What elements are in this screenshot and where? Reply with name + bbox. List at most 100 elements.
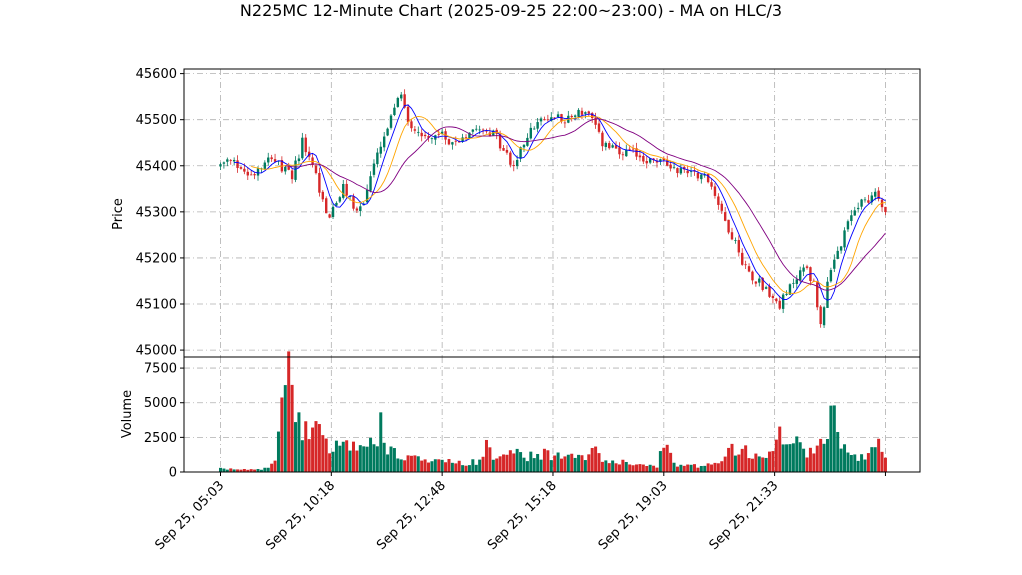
- volume-bar: [635, 464, 639, 472]
- volume-bar: [832, 405, 836, 472]
- candle-body: [604, 142, 608, 147]
- volume-bar: [495, 458, 499, 472]
- volume-bar: [580, 455, 584, 472]
- candle-body: [505, 149, 509, 153]
- candle-body: [601, 132, 604, 147]
- volume-bar: [294, 422, 298, 472]
- volume-bar: [675, 466, 679, 472]
- volume-bar: [297, 412, 301, 472]
- volume-bar: [880, 451, 884, 472]
- volume-axis-label: Volume: [120, 390, 135, 438]
- volume-bar: [822, 443, 826, 472]
- volume-bar: [720, 461, 724, 472]
- volume-bar: [587, 454, 591, 472]
- volume-bar: [849, 454, 853, 472]
- ma-fast-line: [234, 104, 886, 301]
- volume-bar: [594, 446, 598, 472]
- volume-bar: [812, 453, 816, 472]
- candle-body: [478, 129, 481, 131]
- volume-bar: [808, 447, 812, 472]
- volume-bar: [829, 405, 833, 472]
- candle-body: [229, 160, 232, 161]
- volume-bar: [549, 460, 553, 472]
- candle-body: [529, 127, 533, 139]
- candle-body: [386, 128, 389, 136]
- volume-bar: [682, 465, 686, 472]
- volume-bar: [583, 460, 587, 472]
- candle-body: [768, 286, 771, 297]
- ma-mid-line: [251, 115, 886, 294]
- candle-body: [249, 174, 253, 176]
- candle-body: [481, 129, 485, 131]
- volume-bar: [416, 456, 420, 472]
- volume-bar: [563, 456, 567, 472]
- x-tick-label: Sep 25, 21:33: [707, 478, 782, 553]
- volume-bar: [382, 442, 386, 472]
- candle-body: [625, 149, 628, 157]
- volume-bar: [474, 464, 478, 472]
- volume-bar: [536, 453, 540, 472]
- candle-body: [799, 270, 802, 281]
- volume-bar: [396, 458, 400, 472]
- candle-body: [679, 168, 683, 174]
- candle-body: [618, 147, 621, 155]
- candle-body: [410, 121, 413, 129]
- volume-bar: [314, 421, 318, 472]
- candle-body: [338, 197, 342, 202]
- candle-body: [683, 166, 686, 170]
- volume-bar: [317, 424, 321, 472]
- ma-slow-line: [285, 118, 886, 291]
- candle-body: [594, 117, 597, 125]
- candle-body: [631, 148, 635, 150]
- candle-body: [376, 152, 379, 165]
- volume-bar: [542, 448, 546, 472]
- candle-body: [396, 97, 400, 107]
- candle-body: [413, 129, 417, 131]
- candle-body: [816, 282, 819, 308]
- volume-bar: [740, 448, 744, 472]
- volume-bar: [311, 427, 315, 472]
- candle-body: [747, 266, 751, 272]
- volume-bar: [607, 463, 611, 472]
- volume-bar: [713, 462, 717, 472]
- candle-body: [597, 123, 601, 132]
- candle-body: [437, 133, 440, 135]
- volume-tick-label: 2500: [144, 431, 177, 446]
- candle-body: [635, 148, 638, 157]
- candle-body: [577, 109, 580, 117]
- volume-bar: [788, 444, 792, 472]
- volume-panel-frame: [183, 356, 921, 473]
- volume-bar: [440, 459, 444, 472]
- volume-bar: [450, 462, 454, 472]
- candle-body: [836, 250, 839, 259]
- candle-body: [325, 198, 328, 214]
- candle-body: [536, 122, 539, 129]
- volume-bar: [423, 459, 427, 472]
- candle-body: [321, 191, 324, 200]
- volume-bar: [413, 455, 417, 472]
- volume-bar: [655, 467, 659, 472]
- candle-body: [226, 159, 229, 162]
- volume-bar: [805, 457, 809, 472]
- candle-body: [580, 110, 584, 115]
- volume-bar: [219, 467, 222, 472]
- candle-body: [846, 221, 850, 230]
- volume-bar: [764, 457, 768, 472]
- candle-body: [822, 307, 826, 326]
- candle-body: [379, 146, 382, 154]
- candle-body: [754, 281, 758, 284]
- candle-body: [382, 136, 386, 148]
- volume-bar: [825, 439, 829, 472]
- volume-bar: [696, 467, 700, 472]
- candle-body: [498, 134, 502, 149]
- volume-bar: [662, 447, 666, 472]
- volume-bar: [375, 446, 379, 472]
- candle-body: [853, 210, 856, 216]
- volume-bar: [617, 464, 621, 472]
- candle-body: [764, 287, 768, 289]
- volume-bar: [560, 458, 563, 472]
- volume-bar: [372, 444, 376, 472]
- volume-bar: [856, 460, 860, 472]
- volume-bar: [757, 456, 761, 472]
